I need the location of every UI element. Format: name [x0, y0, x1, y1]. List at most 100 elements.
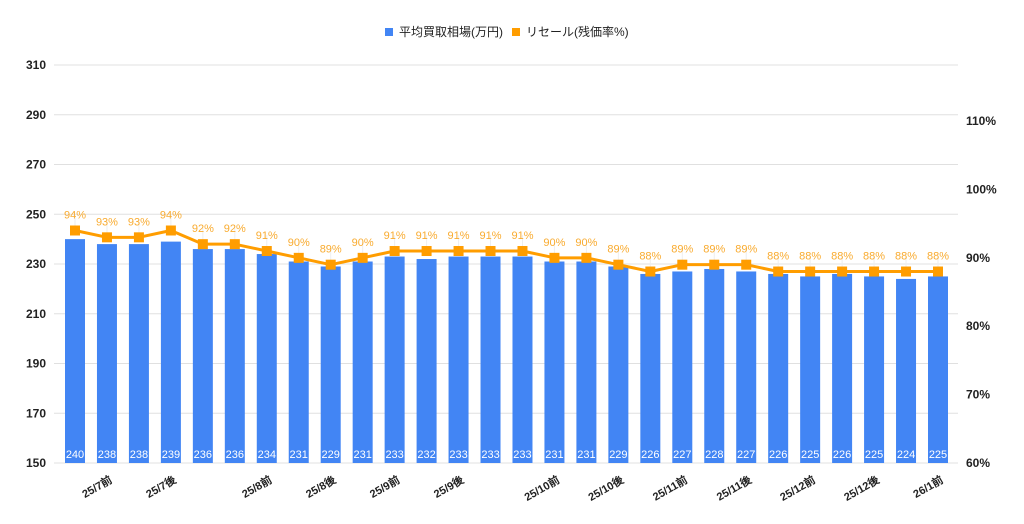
- bar: [768, 273, 789, 463]
- line-marker: [581, 252, 592, 263]
- bar: [832, 273, 853, 463]
- bar-value-label: 224: [897, 449, 915, 461]
- line-value-label: 90%: [575, 237, 597, 249]
- line-value-label: 88%: [927, 251, 949, 263]
- bar-value-label: 240: [66, 449, 84, 461]
- gridlines: [54, 64, 958, 464]
- bar-value-label: 227: [737, 449, 755, 461]
- x-axis-tick-label: 25/10前: [522, 472, 562, 503]
- bar: [544, 261, 565, 463]
- line-value-label: 89%: [320, 244, 342, 256]
- bar-value-label: 234: [258, 449, 276, 461]
- line-value-label: 93%: [96, 216, 118, 228]
- line-value-label: 89%: [703, 244, 725, 256]
- line-marker: [677, 259, 688, 270]
- x-axis-tick-label: 25/11後: [714, 472, 755, 504]
- bar: [736, 271, 757, 463]
- line-marker: [229, 239, 240, 250]
- bar: [896, 278, 917, 463]
- bar: [800, 276, 821, 463]
- legend-label-0: 平均買取相場(万円): [399, 25, 503, 39]
- bar: [128, 244, 149, 463]
- bar-value-label: 233: [513, 449, 531, 461]
- right-axis-tick: 90%: [966, 251, 990, 265]
- right-axis-tick: 80%: [966, 319, 990, 333]
- bar: [352, 261, 373, 463]
- bar-value-label: 238: [98, 449, 116, 461]
- x-axis-tick-label: 26/1前: [910, 472, 945, 500]
- line-marker: [293, 252, 304, 263]
- bar-value-label: 231: [577, 449, 595, 461]
- bar: [416, 259, 437, 463]
- bar: [224, 249, 245, 463]
- bar: [928, 276, 948, 463]
- left-axis-tick: 150: [26, 456, 46, 470]
- bar: [704, 268, 725, 463]
- resale-line: [74, 228, 938, 274]
- left-axis-tick: 290: [26, 108, 46, 122]
- left-axis-tick: 270: [26, 158, 46, 172]
- line-marker: [549, 252, 560, 263]
- line-value-label: 91%: [256, 230, 278, 242]
- bar: [160, 241, 181, 463]
- line-marker: [517, 246, 528, 257]
- line-marker: [357, 252, 368, 263]
- line-value-label: 89%: [671, 244, 693, 256]
- line-value-label: 94%: [160, 209, 182, 221]
- bar: [384, 256, 405, 463]
- bar-value-label: 231: [290, 449, 308, 461]
- left-axis-tick: 210: [26, 307, 46, 321]
- bar-value-label: 227: [673, 449, 691, 461]
- line-value-label: 88%: [767, 251, 789, 263]
- bar: [192, 249, 213, 463]
- right-axis-tick: 110%: [966, 114, 996, 128]
- bar-value-label: 231: [353, 449, 371, 461]
- line-value-label: 91%: [448, 230, 470, 242]
- left-axis-tick: 170: [26, 406, 46, 420]
- legend-swatch-1: [512, 28, 520, 36]
- bar: [256, 254, 277, 463]
- bar: [448, 256, 469, 463]
- bar: [640, 273, 661, 463]
- x-axis-tick-label: 25/10後: [586, 472, 627, 504]
- line-marker: [901, 266, 912, 277]
- line-marker: [261, 246, 272, 257]
- line-value-label: 89%: [607, 244, 629, 256]
- line-marker: [389, 246, 400, 257]
- line-value-label: 92%: [192, 223, 214, 235]
- line-value-label: 94%: [64, 209, 86, 221]
- bar-value-label: 228: [705, 449, 723, 461]
- bar-value-label: 233: [481, 449, 499, 461]
- line-value-label: 88%: [831, 251, 853, 263]
- right-axis-tick: 60%: [966, 456, 990, 470]
- bar-value-label: 233: [385, 449, 403, 461]
- line-marker: [741, 259, 752, 270]
- line-marker: [485, 246, 496, 257]
- line-value-label: 91%: [384, 230, 406, 242]
- right-axis-tick: 70%: [966, 388, 990, 402]
- line-marker: [645, 266, 656, 277]
- bar-value-label: 236: [226, 449, 244, 461]
- bar: [288, 261, 309, 463]
- right-axis-tick: 100%: [966, 182, 997, 196]
- line-value-label: 92%: [224, 223, 246, 235]
- legend: 平均買取相場(万円) リセール(残価率%): [385, 24, 629, 39]
- bar-value-label: 239: [162, 449, 180, 461]
- x-axis-tick-label: 25/12後: [841, 472, 882, 504]
- line-marker: [133, 232, 144, 243]
- bar-value-label: 226: [641, 449, 659, 461]
- line-marker: [709, 259, 720, 270]
- line-value-label: 90%: [543, 237, 565, 249]
- line-value-label: 88%: [863, 251, 885, 263]
- line-value-label: 91%: [416, 230, 438, 242]
- line-marker: [773, 266, 784, 277]
- line-value-label: 93%: [128, 216, 150, 228]
- bar-value-label: 229: [322, 449, 340, 461]
- x-axis-tick-label: 25/12前: [777, 472, 817, 503]
- bar-value-label: 229: [609, 449, 627, 461]
- x-axis-tick-label: 25/8後: [303, 472, 339, 501]
- left-axis-tick: 250: [26, 207, 46, 221]
- bar: [512, 256, 533, 463]
